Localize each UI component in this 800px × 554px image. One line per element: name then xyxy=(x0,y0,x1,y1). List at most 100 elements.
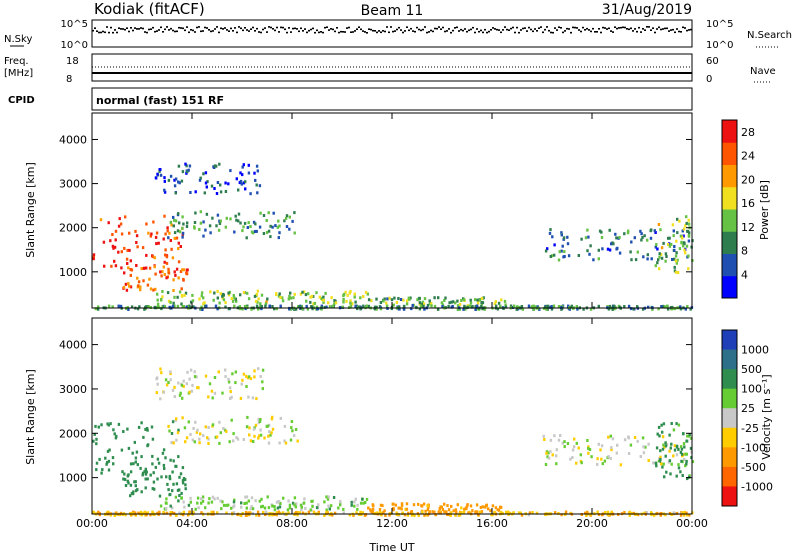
heatmap-cell xyxy=(467,511,470,515)
heatmap-cell xyxy=(248,375,251,379)
heatmap-cell xyxy=(359,510,362,514)
heatmap-cell xyxy=(566,442,570,445)
trace-point xyxy=(266,31,268,33)
trace-point xyxy=(594,31,596,33)
heatmap-cell xyxy=(609,457,612,460)
power-x-axis xyxy=(91,113,693,308)
heatmap-cell xyxy=(163,188,166,192)
heatmap-cell xyxy=(619,463,622,467)
trace-point xyxy=(386,26,388,28)
heatmap-cell xyxy=(400,502,404,506)
heatmap-cell xyxy=(109,239,112,243)
trace-point xyxy=(334,30,336,33)
trace-point xyxy=(114,29,116,31)
trace-point xyxy=(398,26,400,29)
heatmap-cell xyxy=(240,182,243,186)
heatmap-cell xyxy=(235,218,238,222)
heatmap-cell xyxy=(623,305,626,308)
heatmap-cell xyxy=(134,456,138,460)
heatmap-cell xyxy=(164,253,167,257)
heatmap-cell xyxy=(443,502,446,506)
heatmap-cell xyxy=(393,296,396,300)
heatmap-cell xyxy=(405,507,409,511)
heatmap-cell xyxy=(162,265,165,269)
heatmap-cell xyxy=(669,472,672,476)
heatmap-cell xyxy=(296,439,299,443)
heatmap-cell xyxy=(627,436,631,440)
trace-point xyxy=(586,27,588,30)
heatmap-cell xyxy=(92,257,95,261)
trace-point xyxy=(268,26,270,28)
heatmap-cell xyxy=(263,436,266,440)
heatmap-cell xyxy=(198,437,201,441)
heatmap-cell xyxy=(680,447,684,451)
trace-point xyxy=(380,31,382,34)
heatmap-cell xyxy=(165,497,168,501)
heatmap-cell xyxy=(676,271,680,274)
trace-point xyxy=(598,28,600,30)
heatmap-cell xyxy=(530,305,533,309)
heatmap-cell xyxy=(198,228,201,231)
trace-point xyxy=(508,29,510,31)
heatmap-cell xyxy=(664,513,667,517)
heatmap-cell xyxy=(268,430,271,434)
heatmap-cell xyxy=(316,307,319,311)
heatmap-cell xyxy=(448,301,451,305)
nave-tick-bottom: 0 xyxy=(706,74,712,85)
heatmap-cell xyxy=(107,468,111,472)
heatmap-cell xyxy=(228,386,232,390)
trace-point xyxy=(244,27,246,29)
trace-point xyxy=(512,26,514,29)
heatmap-cell xyxy=(586,249,589,253)
heatmap-cell xyxy=(654,264,657,268)
heatmap-cell xyxy=(560,231,563,235)
heatmap-cell xyxy=(289,438,293,442)
heatmap-cell xyxy=(227,293,231,297)
trace-point xyxy=(396,28,398,31)
heatmap-cell xyxy=(173,270,176,274)
trace-point xyxy=(280,26,282,29)
heatmap-cell xyxy=(440,505,444,509)
heatmap-cell xyxy=(275,293,278,297)
heatmap-cell xyxy=(563,445,566,449)
heatmap-cell xyxy=(660,246,664,250)
heatmap-cell xyxy=(159,504,163,508)
heatmap-cell xyxy=(234,370,237,374)
heatmap-cell xyxy=(680,452,684,456)
trace-point xyxy=(328,29,330,31)
heatmap-cell xyxy=(171,388,175,392)
colorbar-swatch xyxy=(722,330,737,351)
heatmap-cell xyxy=(422,502,426,506)
heatmap-cell xyxy=(516,305,519,309)
heatmap-cell xyxy=(177,499,180,503)
heatmap-cell xyxy=(255,164,259,168)
heatmap-cell xyxy=(454,508,458,512)
heatmap-cell xyxy=(679,234,683,238)
heatmap-cell xyxy=(549,438,553,442)
heatmap-cell xyxy=(219,183,222,187)
heatmap-cell xyxy=(160,475,163,479)
heatmap-cell xyxy=(278,292,281,296)
heatmap-cell xyxy=(640,238,643,242)
trace-point xyxy=(444,30,446,33)
heatmap-cell xyxy=(216,213,220,217)
trace-point xyxy=(148,28,150,31)
heatmap-cell xyxy=(362,295,365,298)
heatmap-cell xyxy=(279,511,282,515)
trace-point xyxy=(408,29,410,32)
colorbar-swatch xyxy=(722,447,737,468)
heatmap-cell xyxy=(150,232,153,236)
heatmap-cell xyxy=(553,243,556,247)
trace-point xyxy=(486,31,488,34)
trace-point xyxy=(622,26,624,29)
heatmap-cell xyxy=(609,434,612,438)
heatmap-cell xyxy=(245,374,248,378)
heatmap-cell xyxy=(371,507,375,511)
heatmap-cell xyxy=(307,510,311,514)
heatmap-cell xyxy=(587,451,590,455)
trace-point xyxy=(666,27,668,30)
trace-point xyxy=(478,30,480,33)
heatmap-cell xyxy=(449,514,452,517)
trace-point xyxy=(472,26,474,29)
heatmap-cell xyxy=(630,511,633,515)
